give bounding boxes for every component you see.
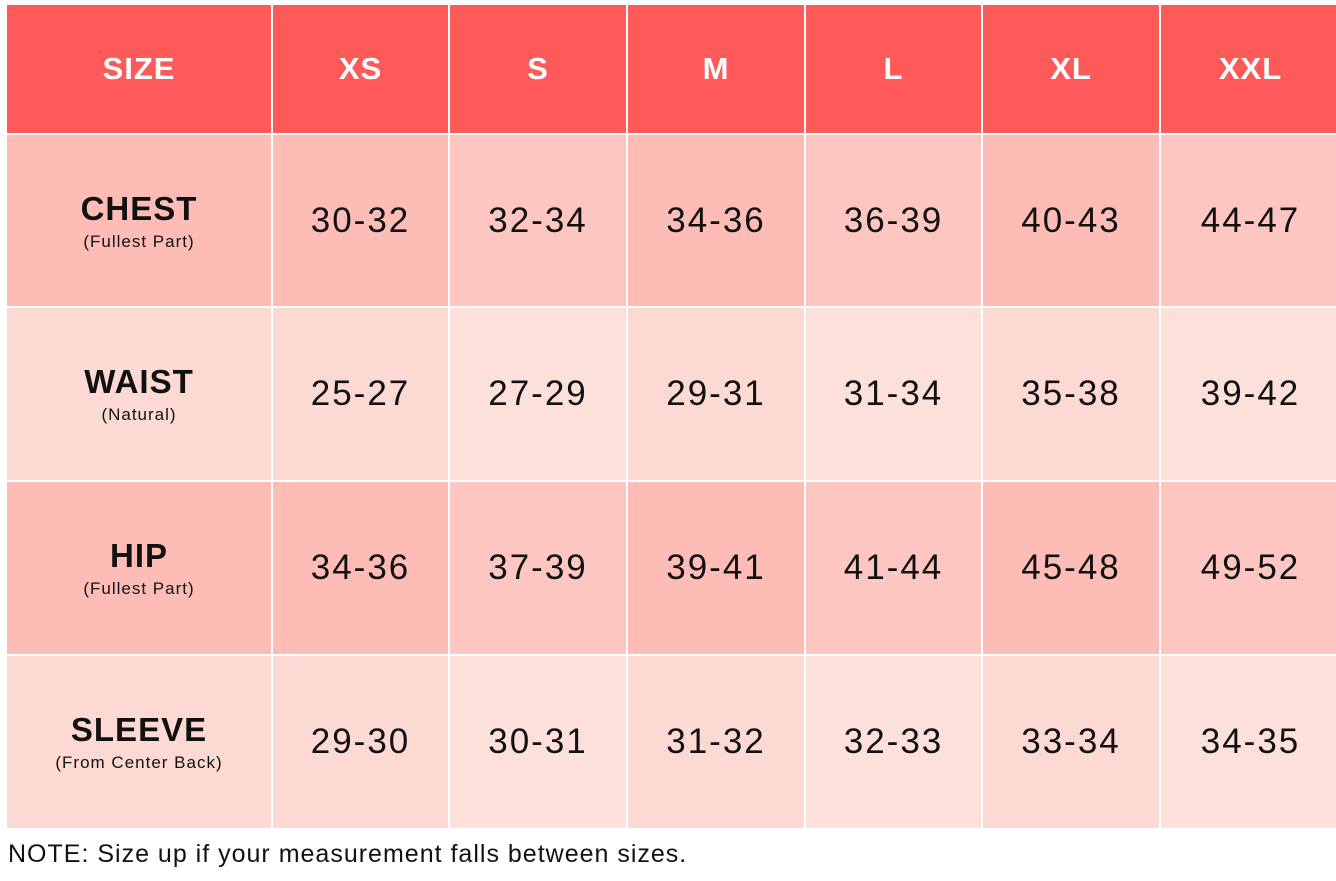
measurement-cell: 32-33 [806,656,981,828]
row-label-cell: CHEST (Fullest Part) [7,135,271,306]
measurement-cell: 31-32 [628,656,804,828]
row-sublabel: (Natural) [101,405,177,424]
row-label-cell: HIP (Fullest Part) [7,482,271,654]
measurement-cell: 35-38 [983,308,1159,480]
measurement-cell: 29-31 [628,308,804,480]
row-sublabel: (Fullest Part) [83,579,195,598]
measurement-cell: 31-34 [806,308,981,480]
measurement-cell: 33-34 [983,656,1159,828]
row-label-cell: SLEEVE (From Center Back) [7,656,271,828]
row-label: SLEEVE [70,711,208,748]
header-cell: L [806,5,981,133]
measurement-cell: 49-52 [1161,482,1336,654]
measurement-cell: 41-44 [806,482,981,654]
size-table: SIZE XS S M L XL XXL CHEST (Fullest Part) 30-32 32… [7,5,1336,828]
measurement-cell: 34-35 [1161,656,1336,828]
measurement-cell: 39-42 [1161,308,1336,480]
measurement-cell: 30-31 [450,656,626,828]
header-cell: S [450,5,626,133]
measurement-cell: 39-41 [628,482,804,654]
measurement-cell: 37-39 [450,482,626,654]
row-sublabel: (From Center Back) [55,753,223,772]
header-cell: XL [983,5,1159,133]
header-cell: XS [273,5,448,133]
row-sublabel: (Fullest Part) [83,231,195,251]
measurement-cell: 45-48 [983,482,1159,654]
note: NOTE: Size up if your measurement falls … [8,840,688,868]
measurement-cell: 40-43 [983,135,1159,306]
measurement-cell: 44-47 [1161,135,1336,306]
measurement-cell: 29-30 [273,656,448,828]
row-label: CHEST [80,189,198,227]
row-label: HIP [109,537,168,574]
header-cell: SIZE [7,5,271,133]
measurement-cell: 34-36 [273,482,448,654]
measurement-cell: 30-32 [273,135,448,306]
measurement-cell: 36-39 [806,135,981,306]
header-cell: M [628,5,804,133]
measurement-cell: 27-29 [450,308,626,480]
measurement-cell: 32-34 [450,135,626,306]
row-label: WAIST [84,363,194,400]
measurement-cell: 25-27 [273,308,448,480]
header-cell: XXL [1161,5,1336,133]
measurement-cell: 34-36 [628,135,804,306]
row-label-cell: WAIST (Natural) [7,308,271,480]
